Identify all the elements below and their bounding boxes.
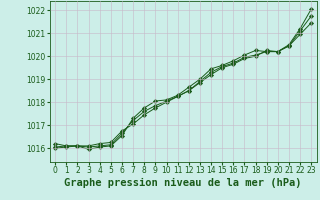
X-axis label: Graphe pression niveau de la mer (hPa): Graphe pression niveau de la mer (hPa)	[64, 178, 302, 188]
